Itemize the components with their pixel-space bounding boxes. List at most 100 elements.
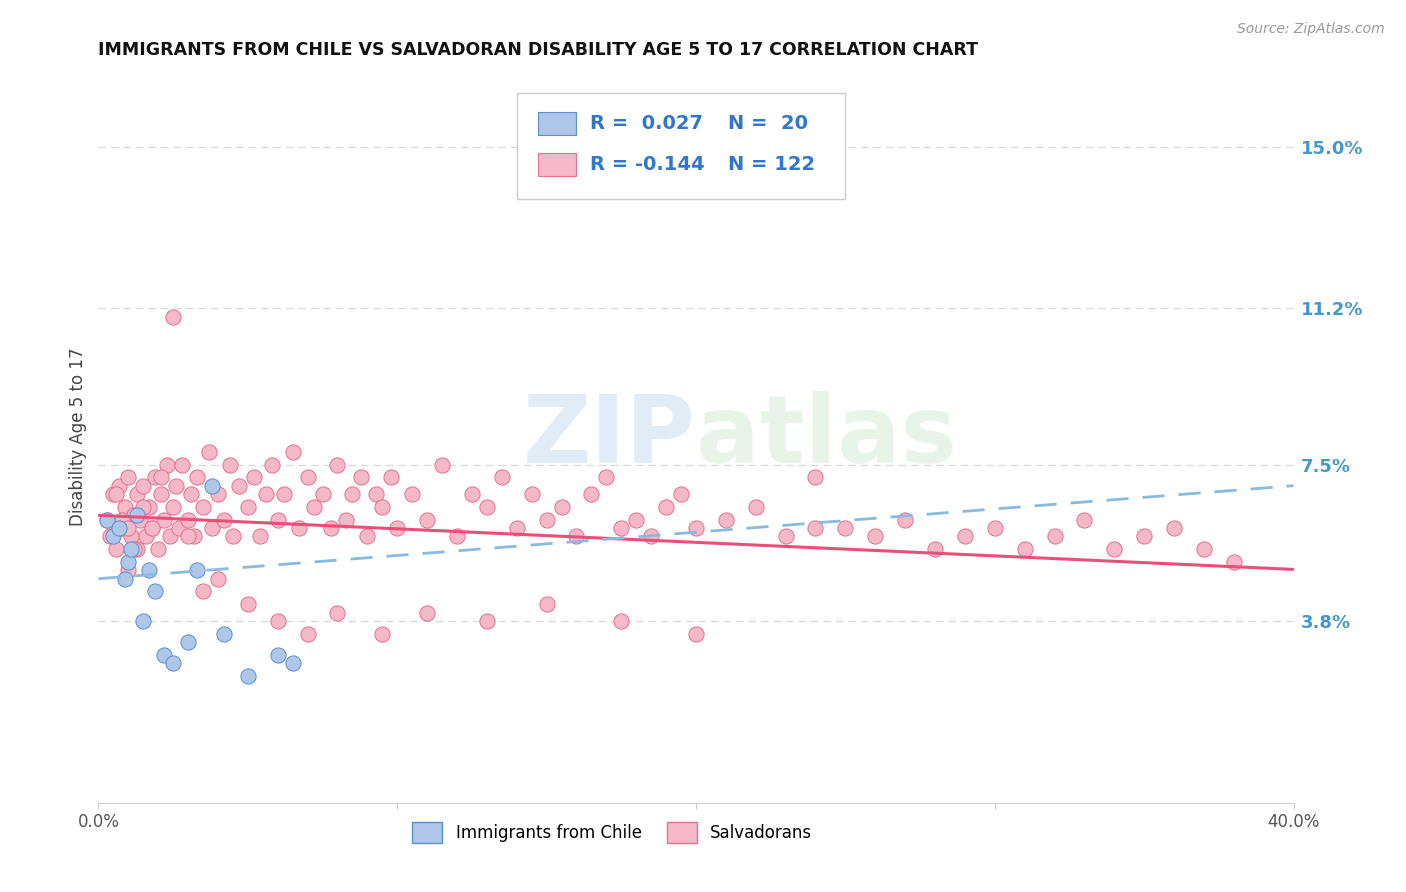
Point — [366, 487, 388, 501]
Point — [120, 529, 142, 543]
Point — [172, 458, 194, 472]
Point — [1133, 529, 1156, 543]
Point — [430, 458, 453, 472]
Point — [865, 529, 887, 543]
Point — [165, 479, 187, 493]
Point — [350, 470, 373, 484]
Point — [219, 458, 242, 472]
Point — [475, 500, 498, 514]
Point — [714, 512, 737, 526]
Point — [177, 512, 200, 526]
Point — [132, 479, 155, 493]
Point — [475, 614, 498, 628]
Point — [186, 563, 208, 577]
Point — [186, 470, 208, 484]
Point — [536, 512, 558, 526]
Point — [610, 521, 633, 535]
Point — [153, 648, 176, 662]
Point — [117, 555, 139, 569]
Point — [127, 487, 149, 501]
Point — [111, 521, 134, 535]
Point — [1043, 529, 1066, 543]
Point — [117, 521, 139, 535]
Point — [326, 606, 349, 620]
Point — [804, 521, 827, 535]
FancyBboxPatch shape — [538, 153, 576, 176]
Point — [191, 500, 214, 514]
Y-axis label: Disability Age 5 to 17: Disability Age 5 to 17 — [69, 348, 87, 526]
Point — [1014, 542, 1036, 557]
Point — [1163, 521, 1185, 535]
Point — [491, 470, 513, 484]
Point — [124, 508, 146, 523]
Point — [108, 521, 131, 535]
Point — [669, 487, 692, 501]
Point — [177, 529, 200, 543]
Point — [143, 470, 166, 484]
Point — [143, 584, 166, 599]
Point — [834, 521, 856, 535]
Point — [249, 529, 271, 543]
Point — [626, 512, 648, 526]
Point — [297, 626, 319, 640]
Point — [180, 487, 202, 501]
Point — [775, 529, 797, 543]
Point — [236, 597, 259, 611]
Point — [207, 487, 229, 501]
Point — [273, 487, 295, 501]
Point — [150, 487, 173, 501]
Point — [124, 542, 146, 557]
Legend: Immigrants from Chile, Salvadorans: Immigrants from Chile, Salvadorans — [406, 815, 818, 849]
Point — [267, 614, 290, 628]
Point — [321, 521, 343, 535]
Point — [416, 606, 439, 620]
Point — [103, 529, 125, 543]
Point — [281, 445, 304, 459]
Point — [371, 500, 394, 514]
Point — [311, 487, 333, 501]
Point — [212, 512, 235, 526]
Point — [550, 500, 572, 514]
Point — [984, 521, 1007, 535]
Point — [894, 512, 917, 526]
Point — [132, 614, 155, 628]
Point — [127, 542, 149, 557]
Point — [105, 542, 128, 557]
Point — [148, 542, 170, 557]
Point — [267, 648, 290, 662]
Point — [371, 626, 394, 640]
Point — [167, 521, 190, 535]
Point — [153, 512, 176, 526]
Point — [326, 458, 349, 472]
Point — [138, 563, 160, 577]
Point — [924, 542, 946, 557]
Point — [120, 542, 142, 557]
Point — [141, 521, 163, 535]
Point — [685, 521, 707, 535]
Point — [138, 500, 160, 514]
Point — [1073, 512, 1095, 526]
Point — [96, 512, 118, 526]
Point — [385, 521, 409, 535]
Text: N =  20: N = 20 — [728, 114, 808, 133]
Point — [461, 487, 484, 501]
Point — [159, 529, 181, 543]
Text: IMMIGRANTS FROM CHILE VS SALVADORAN DISABILITY AGE 5 TO 17 CORRELATION CHART: IMMIGRANTS FROM CHILE VS SALVADORAN DISA… — [98, 41, 979, 59]
Point — [342, 487, 364, 501]
Point — [132, 500, 155, 514]
Point — [581, 487, 603, 501]
Text: N = 122: N = 122 — [728, 154, 815, 174]
Point — [1104, 542, 1126, 557]
Point — [297, 470, 319, 484]
Point — [108, 479, 131, 493]
Point — [745, 500, 768, 514]
Point — [685, 626, 707, 640]
Point — [655, 500, 678, 514]
Point — [380, 470, 402, 484]
Text: ZIP: ZIP — [523, 391, 696, 483]
Point — [302, 500, 325, 514]
Point — [156, 458, 179, 472]
Point — [191, 584, 214, 599]
Point — [127, 508, 149, 523]
Text: Source: ZipAtlas.com: Source: ZipAtlas.com — [1237, 22, 1385, 37]
